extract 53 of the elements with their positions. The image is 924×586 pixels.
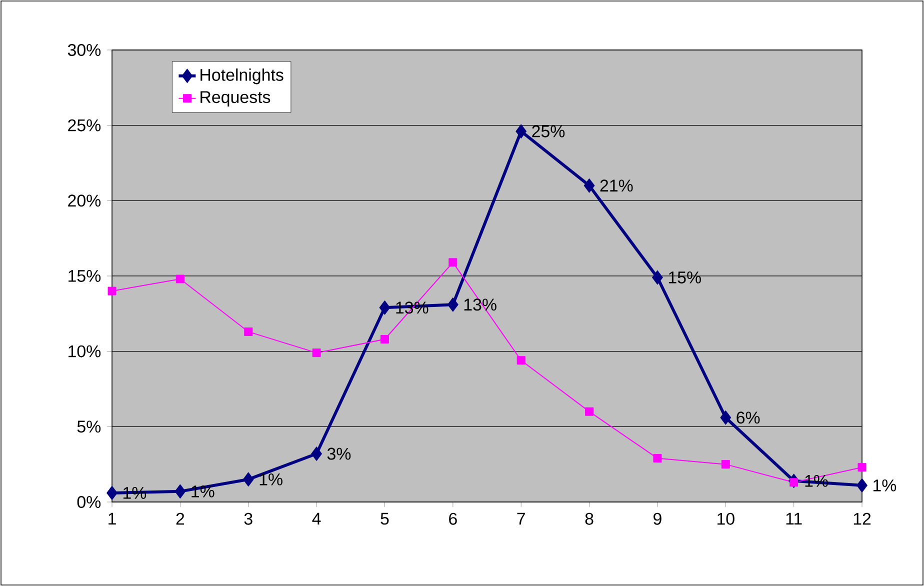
x-tick-label: 2 <box>176 512 184 525</box>
point <box>312 348 321 358</box>
y-tick-label: 10% <box>68 345 101 358</box>
data-label: 1% <box>124 487 146 499</box>
data-label: 1% <box>192 486 214 498</box>
y-tick-label: 5% <box>77 420 101 433</box>
x-tick-label: 3 <box>244 512 252 525</box>
x-tick-label: 11 <box>786 512 802 524</box>
point <box>584 178 595 193</box>
data-label: 21% <box>600 180 633 192</box>
data-label: 1% <box>260 473 282 486</box>
x-tick-label: 4 <box>312 512 321 524</box>
y-tick-label: 25% <box>68 119 101 132</box>
point <box>379 300 390 315</box>
point <box>721 460 730 469</box>
x-tick-label: 7 <box>517 512 525 524</box>
point <box>585 407 594 416</box>
x-tick-label: 6 <box>449 512 457 525</box>
point <box>652 270 663 285</box>
point <box>106 486 118 500</box>
x-tick-label: 10 <box>718 512 734 525</box>
point <box>108 286 116 296</box>
x-tick-label: 12 <box>854 512 871 525</box>
y-tick-label: 20% <box>68 194 101 207</box>
point <box>516 356 526 365</box>
point <box>653 454 662 463</box>
x-tick-label: 8 <box>585 512 594 525</box>
x-tick-label: 5 <box>380 512 389 525</box>
point <box>174 484 186 499</box>
point <box>244 327 253 336</box>
data-label: 6% <box>736 412 760 424</box>
data-label: 25% <box>532 125 565 138</box>
point <box>516 124 527 139</box>
data-label: 1% <box>874 479 896 492</box>
y-tick-label: 30% <box>68 44 101 56</box>
point <box>447 297 458 312</box>
data-label: 1% <box>805 474 828 487</box>
legend-label: Requests <box>200 91 270 106</box>
point <box>448 258 458 267</box>
point <box>380 335 389 344</box>
point <box>858 463 866 472</box>
y-tick-label: 15% <box>68 270 101 282</box>
x-tick-label: 1 <box>108 512 116 524</box>
point <box>311 446 322 462</box>
y-tick-label: 0% <box>77 496 101 508</box>
point <box>242 472 254 487</box>
point <box>856 478 868 493</box>
x-tick-label: 9 <box>654 512 662 525</box>
point <box>176 274 184 284</box>
point <box>790 478 798 487</box>
point <box>720 410 732 425</box>
data-label: 3% <box>327 448 351 460</box>
legend-label: Hotelnights <box>200 68 284 84</box>
